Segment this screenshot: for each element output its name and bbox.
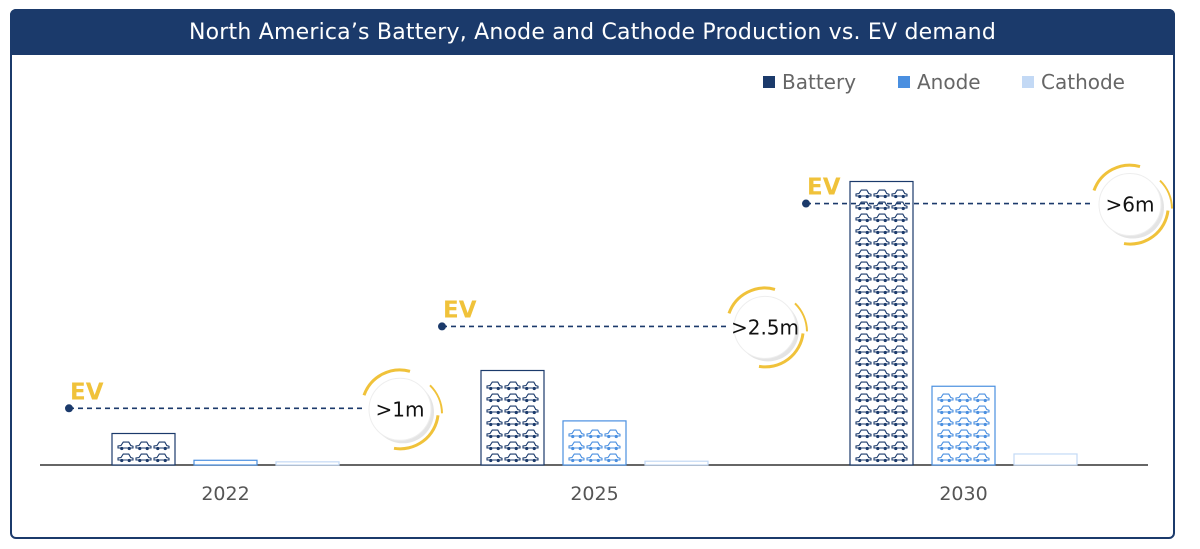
ev-arc-side bbox=[1159, 179, 1173, 209]
bar-anode-2022 bbox=[193, 459, 258, 466]
x-axis: 2022 2025 2030 bbox=[40, 464, 1148, 505]
title-bar: North America’s Battery, Anode and Catho… bbox=[10, 9, 1175, 55]
ev-label: EV bbox=[70, 379, 104, 405]
bar-cathode-2022 bbox=[275, 461, 340, 466]
legend-swatch-cathode bbox=[1022, 76, 1034, 88]
ev-circle bbox=[733, 295, 797, 359]
legend: Battery Anode Cathode bbox=[763, 70, 1125, 94]
ev-value-label: >6m bbox=[1106, 193, 1155, 217]
x-tick-label-2030: 2030 bbox=[939, 483, 987, 505]
ev-marker-2025: EV >2.5m bbox=[438, 286, 808, 369]
ev-circle bbox=[368, 377, 432, 441]
ev-demand-markers: EV >1m EV >2.5m EV >6m bbox=[65, 163, 1173, 451]
ev-label: EV bbox=[807, 175, 841, 201]
ev-value-label: >2.5m bbox=[731, 315, 799, 339]
ev-label: EV bbox=[443, 297, 477, 323]
legend-swatch-anode bbox=[898, 76, 910, 88]
x-tick-label-2022: 2022 bbox=[201, 483, 249, 505]
bar-battery-2030 bbox=[849, 180, 914, 466]
ev-arc-bottom bbox=[1123, 210, 1170, 246]
ev-arc-side bbox=[794, 302, 808, 332]
bar-battery-2025 bbox=[480, 369, 545, 466]
legend-swatch-battery bbox=[763, 76, 775, 88]
bar-cathode-2025 bbox=[644, 460, 709, 466]
ev-value-label: >1m bbox=[376, 397, 425, 421]
chart-title: North America’s Battery, Anode and Catho… bbox=[188, 19, 996, 45]
bar-anode-2025 bbox=[562, 420, 627, 466]
x-tick-label-2025: 2025 bbox=[570, 483, 618, 505]
ev-arc-top bbox=[362, 368, 411, 396]
ev-arc-top bbox=[727, 286, 776, 314]
legend-label-anode: Anode bbox=[917, 70, 981, 94]
legend-label-cathode: Cathode bbox=[1041, 70, 1125, 94]
bar-anode-2030 bbox=[931, 385, 996, 466]
bar-cathode-2030 bbox=[1013, 453, 1078, 466]
bar-battery-2022 bbox=[111, 432, 176, 466]
bars bbox=[111, 180, 1078, 466]
ev-arc-side bbox=[429, 384, 443, 414]
ev-arc-bottom bbox=[758, 333, 805, 369]
legend-label-battery: Battery bbox=[782, 70, 856, 94]
ev-arc-bottom bbox=[393, 415, 440, 451]
ev-marker-2030: EV >6m bbox=[802, 163, 1173, 246]
ev-marker-2022: EV >1m bbox=[65, 368, 443, 451]
ev-circle bbox=[1098, 173, 1162, 237]
ev-arc-top bbox=[1092, 163, 1141, 192]
